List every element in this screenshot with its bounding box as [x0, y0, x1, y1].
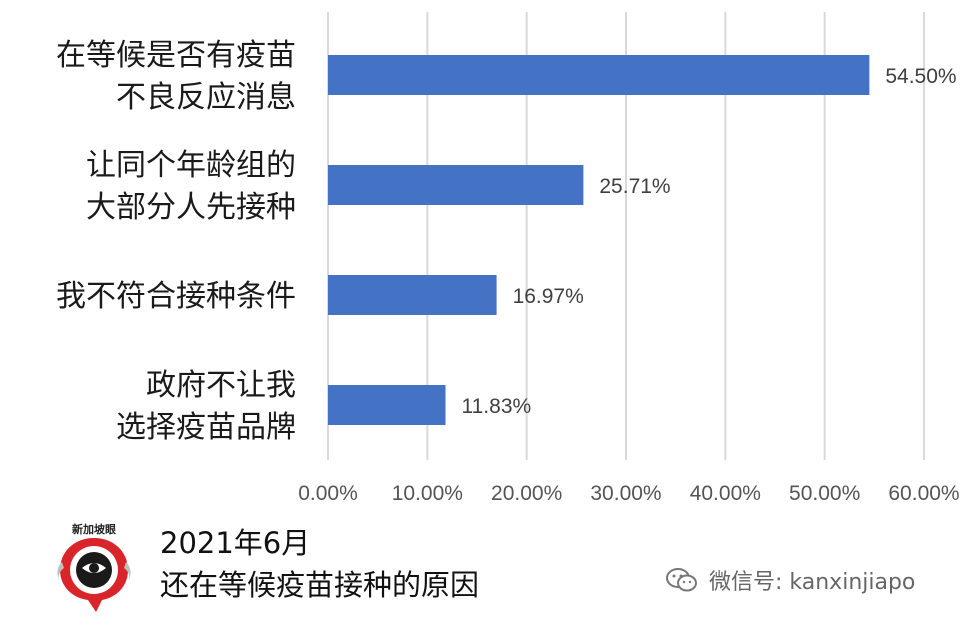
- category-label: 让同个年龄组的: [86, 148, 296, 183]
- x-tick-label: 10.00%: [392, 482, 463, 505]
- category-label: 我不符合接种条件: [56, 279, 296, 314]
- data-label: 25.71%: [599, 175, 670, 198]
- data-label: 11.83%: [462, 395, 532, 418]
- x-tick-labels: 0.00% 10.00% 20.00% 30.00% 40.00% 50.00% 60.00…: [298, 482, 959, 505]
- bar: [328, 55, 870, 95]
- category-label: 政府不让我: [146, 368, 296, 403]
- caption: 2021年6月 还在等候疫苗接种的原因: [160, 522, 479, 606]
- bar: [328, 385, 446, 425]
- data-labels: 54.50% 25.71% 16.97% 11.83%: [462, 65, 957, 418]
- data-label: 16.97%: [513, 285, 584, 308]
- category-label: 不良反应消息: [116, 80, 296, 115]
- caption-title: 还在等候疫苗接种的原因: [160, 568, 480, 602]
- x-tick-label: 50.00%: [789, 482, 860, 505]
- category-label: 在等候是否有疫苗: [56, 38, 296, 73]
- caption-date: 2021年6月: [160, 526, 311, 560]
- wechat-watermark: 微信号: kanxinjiapo: [665, 560, 965, 600]
- eye-logo-icon: 新加坡眼: [57, 522, 131, 612]
- category-label: 大部分人先接种: [86, 190, 296, 225]
- logo-text: 新加坡眼: [72, 522, 116, 536]
- x-tick-label: 20.00%: [491, 482, 562, 505]
- category-labels: 在等候是否有疫苗不良反应消息让同个年龄组的大部分人先接种我不符合接种条件政府不让…: [56, 38, 296, 445]
- category-label: 选择疫苗品牌: [116, 410, 296, 445]
- wechat-icon: [666, 568, 697, 592]
- bar: [328, 275, 497, 315]
- x-tick-label: 30.00%: [590, 482, 661, 505]
- bar: [328, 165, 584, 205]
- bars: [328, 55, 870, 425]
- watermark-text: 微信号: kanxinjiapo: [709, 570, 916, 595]
- data-label: 54.50%: [885, 65, 956, 88]
- logo: 新加坡眼: [48, 522, 140, 614]
- x-tick-label: 60.00%: [888, 482, 959, 505]
- bar-chart: 在等候是否有疫苗不良反应消息让同个年龄组的大部分人先接种我不符合接种条件政府不让…: [56, 12, 960, 505]
- x-tick-label: 0.00%: [298, 482, 358, 505]
- x-tick-label: 40.00%: [690, 482, 761, 505]
